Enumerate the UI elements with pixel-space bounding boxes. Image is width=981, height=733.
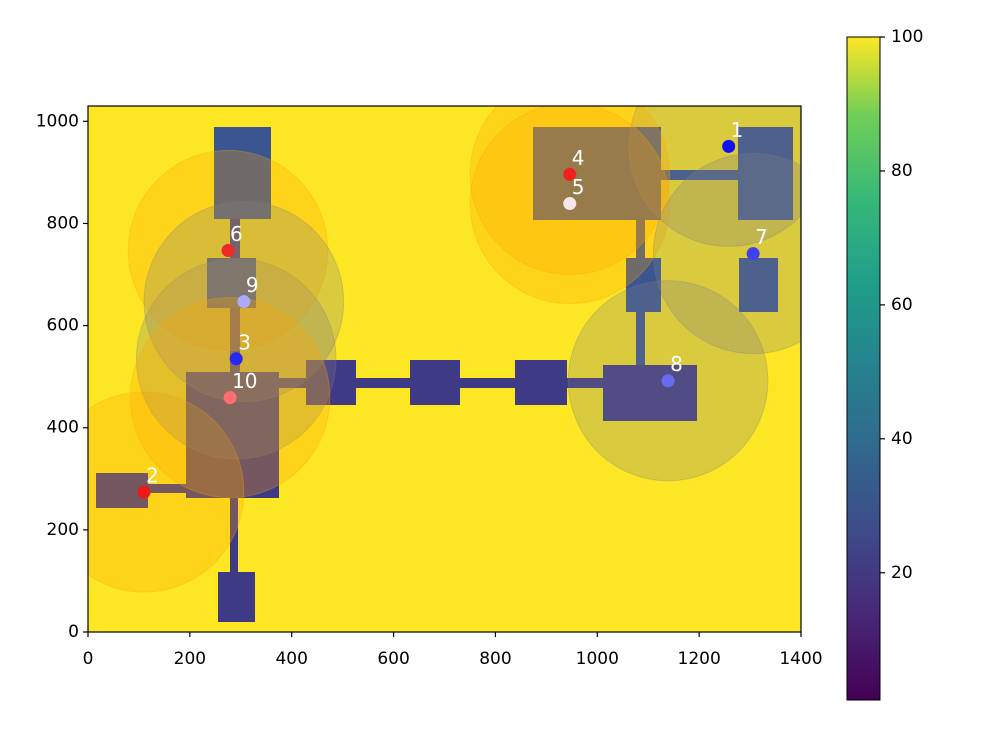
point (563, 167, 577, 181)
point (221, 244, 235, 258)
y-tick-label: 200 (47, 520, 79, 540)
colorbar-tick-label: 40 (891, 429, 913, 449)
colorbar-tick-label: 20 (891, 563, 913, 583)
point-label: 6 (230, 222, 243, 246)
heatmap (88, 106, 801, 632)
point (137, 485, 151, 499)
point (661, 374, 675, 388)
floor-plan (96, 127, 793, 622)
x-tick-label: 400 (275, 649, 307, 669)
point-label: 1 (731, 118, 744, 142)
range-circle (88, 391, 245, 593)
x-tick-label: 1400 (779, 649, 822, 669)
point-label: 3 (238, 330, 251, 354)
point-label: 9 (246, 273, 259, 297)
point-label: 4 (572, 146, 585, 170)
range-circle (628, 106, 801, 247)
y-tick-label: 0 (68, 622, 79, 642)
points: 1 2 3 4 5 6 7 8 9 10 (137, 118, 768, 499)
point-label: 8 (670, 352, 683, 376)
y-tick-label: 800 (47, 213, 79, 233)
y-tick-label: 600 (47, 316, 79, 336)
y-tick-label: 1000 (36, 111, 79, 131)
x-tick-label: 1200 (678, 649, 721, 669)
x-tick-label: 200 (174, 649, 206, 669)
point-label: 7 (755, 225, 768, 249)
point (722, 139, 736, 153)
x-tick-label: 800 (479, 649, 511, 669)
point (746, 247, 760, 261)
point-label: 2 (146, 464, 159, 488)
point (563, 197, 577, 211)
point-label: 5 (572, 175, 585, 199)
colorbar (846, 36, 881, 701)
colorbar-tick-label: 80 (891, 161, 913, 181)
point-label: 10 (232, 369, 257, 393)
y-tick-label: 400 (47, 418, 79, 438)
plot-frame (87, 105, 802, 633)
x-tick-label: 0 (83, 649, 94, 669)
colorbar-tick-label: 100 (891, 27, 923, 47)
range-circle (469, 106, 671, 275)
x-tick-label: 1000 (576, 649, 619, 669)
range-circle (652, 153, 801, 355)
point (229, 352, 243, 366)
point (237, 295, 251, 309)
point (223, 391, 237, 405)
x-tick-label: 600 (377, 649, 409, 669)
colorbar-tick-label: 60 (891, 295, 913, 315)
